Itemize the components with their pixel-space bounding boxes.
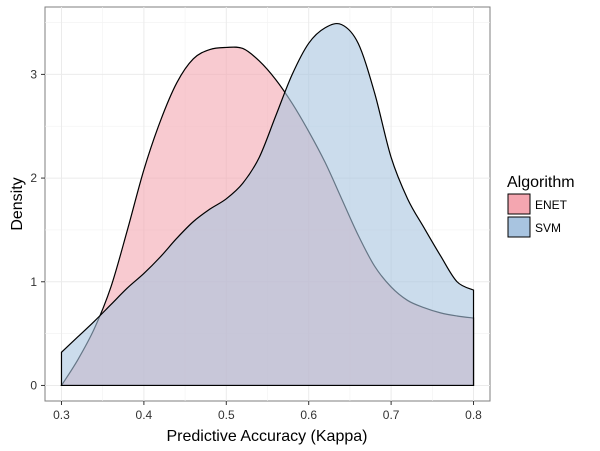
legend-key-svm xyxy=(507,216,531,238)
legend-label-svm: SVM xyxy=(535,221,561,235)
x-tick-label: 0.5 xyxy=(218,408,235,422)
y-tick-label: 2 xyxy=(30,171,37,185)
legend-title: Algorithm xyxy=(507,174,575,191)
x-tick-label: 0.3 xyxy=(53,408,70,422)
density-areas xyxy=(60,22,475,387)
x-axis-title: Predictive Accuracy (Kappa) xyxy=(167,428,368,445)
y-tick-label: 0 xyxy=(30,378,37,392)
x-tick-label: 0.6 xyxy=(300,408,317,422)
y-axis-title: Density xyxy=(9,177,26,230)
x-tick-label: 0.8 xyxy=(465,408,482,422)
legend-label-enet: ENET xyxy=(535,198,568,212)
axes: 0.3 0.4 0.5 0.6 0.7 0.8 0 1 2 3 xyxy=(30,67,482,422)
y-tick-label: 1 xyxy=(30,275,37,289)
y-tick-label: 3 xyxy=(30,67,37,81)
x-tick-label: 0.7 xyxy=(383,408,400,422)
legend-key-enet xyxy=(507,193,531,215)
legend: Algorithm ENET SVM xyxy=(507,174,575,238)
density-area-svm xyxy=(60,22,475,387)
x-tick-label: 0.4 xyxy=(136,408,153,422)
